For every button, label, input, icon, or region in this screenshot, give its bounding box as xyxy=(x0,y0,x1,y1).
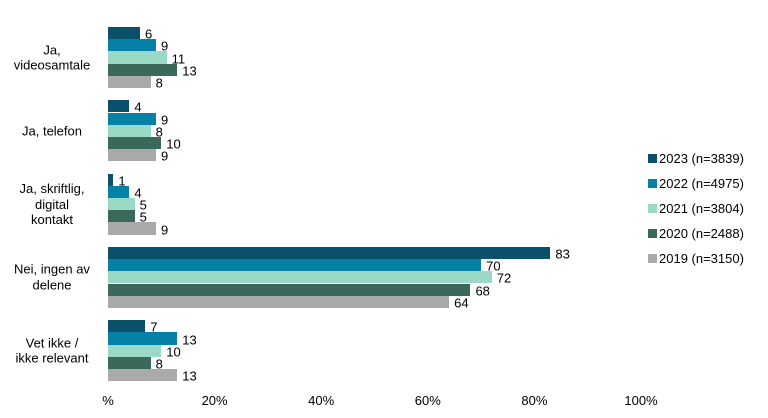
bar xyxy=(108,75,151,88)
bar-value-label: 10 xyxy=(166,136,181,152)
bar xyxy=(108,27,140,40)
legend-swatch-icon xyxy=(648,228,657,238)
bar-value-label: 6 xyxy=(144,26,153,42)
bar xyxy=(108,63,178,76)
bar-value-label: 8 xyxy=(155,356,163,372)
bar-value-label: 64 xyxy=(454,295,469,311)
bar xyxy=(108,295,450,308)
bar xyxy=(108,39,156,52)
bar xyxy=(108,271,492,284)
bar-value-label: 68 xyxy=(475,283,490,299)
bar-value-label: 9 xyxy=(160,148,169,164)
legend-item: 2023 (n=3839) xyxy=(648,150,744,166)
x-tick-label: 60% xyxy=(414,393,441,408)
bar-value-label: 13 xyxy=(182,332,197,347)
bar xyxy=(108,356,151,369)
bar xyxy=(108,222,156,235)
bar-value-label: 1 xyxy=(118,173,126,189)
bar xyxy=(108,259,482,272)
legend-item: 2022 (n=4975) xyxy=(648,175,744,191)
bar-value-label: 11 xyxy=(171,51,186,66)
bar-value-label: 5 xyxy=(139,197,147,213)
bar-value-label: 4 xyxy=(134,185,142,201)
bar xyxy=(108,246,551,260)
bar xyxy=(108,344,162,357)
bar-value-label: 13 xyxy=(182,368,197,384)
legend-label: 2023 (n=3839) xyxy=(659,150,744,166)
category-label: Ja, telefon xyxy=(22,123,82,139)
bar-value-label: 70 xyxy=(486,258,501,274)
bar xyxy=(108,198,135,211)
legend-item: 2019 (n=3150) xyxy=(648,250,744,266)
legend-swatch-icon xyxy=(648,178,657,188)
bar xyxy=(108,369,178,382)
bar xyxy=(108,51,167,64)
bar-value-label: 9 xyxy=(160,38,169,54)
bar-value-label: 7 xyxy=(150,319,158,335)
legend-label: 2020 (n=2488) xyxy=(659,225,744,241)
bar xyxy=(108,100,130,113)
legend-swatch-icon xyxy=(648,203,657,213)
bar-value-label: 10 xyxy=(166,344,181,360)
bar-value-label: 9 xyxy=(160,112,169,128)
x-tick-label: 80% xyxy=(521,393,548,408)
x-tick-label: % xyxy=(102,393,114,408)
bar-value-label: 72 xyxy=(496,270,512,286)
legend: 2023 (n=3839) 2022 (n=4975) 2021 (n=3804) 2… xyxy=(648,150,744,266)
bar-value-label: 4 xyxy=(134,99,142,115)
bar-value-label: 83 xyxy=(555,246,570,262)
bar xyxy=(108,124,151,137)
bar xyxy=(108,332,178,345)
bar xyxy=(108,210,135,223)
x-tick-label: 40% xyxy=(308,393,335,408)
category-label: Nei, ingen av delene xyxy=(14,261,90,293)
category-label: Vet ikke / ikke relevant xyxy=(15,335,89,366)
bar xyxy=(108,283,471,296)
legend-swatch-icon xyxy=(648,253,657,263)
legend-item: 2021 (n=3804) xyxy=(648,200,744,216)
legend-label: 2019 (n=3150) xyxy=(659,250,744,266)
legend-label: 2022 (n=4975) xyxy=(659,175,744,191)
bar-value-label: 9 xyxy=(160,222,169,237)
bar xyxy=(108,112,156,125)
legend-item: 2020 (n=2488) xyxy=(648,225,744,241)
bar xyxy=(108,185,130,198)
category-label: Ja, videosamtale xyxy=(13,42,91,73)
legend-label: 2021 (n=3804) xyxy=(659,200,744,216)
bar xyxy=(108,173,114,186)
x-tick-label: 100% xyxy=(624,393,658,408)
category-label: Ja, skriftlig, digital kontakt xyxy=(19,180,85,227)
bar xyxy=(108,149,156,162)
x-tick-label: 20% xyxy=(201,393,228,408)
legend-swatch-icon xyxy=(648,153,657,163)
bar xyxy=(108,320,146,333)
bar-value-label: 5 xyxy=(139,209,147,225)
bar-value-label: 8 xyxy=(155,124,163,140)
bar-value-label: 13 xyxy=(182,63,197,79)
bar xyxy=(108,136,162,150)
bar-value-label: 8 xyxy=(155,75,163,91)
